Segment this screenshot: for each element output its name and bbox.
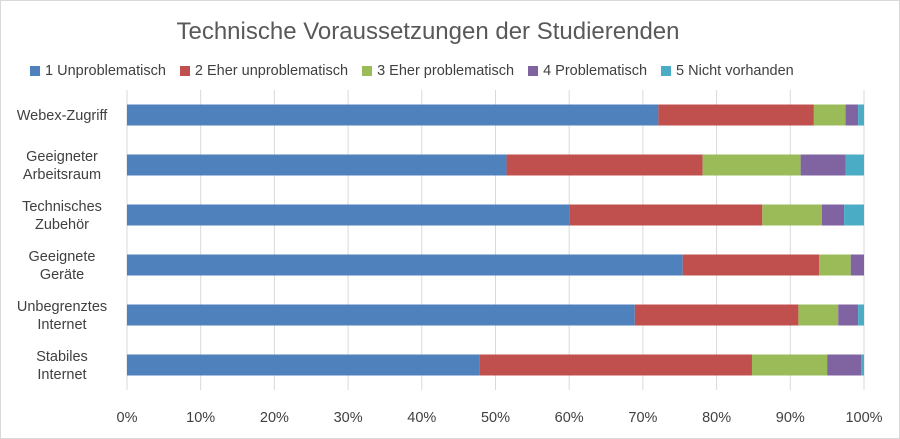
category-label-line: Geeignete (29, 249, 96, 265)
bar-segment (127, 104, 659, 126)
category-label-line: Technisches (22, 199, 102, 215)
legend-label: 4 Problematisch (543, 63, 648, 79)
x-tick-label: 0% (117, 410, 138, 426)
bar-segment (798, 304, 839, 326)
category-label-line: Geräte (40, 267, 84, 283)
category-label: Stabiles Internet (36, 349, 88, 383)
bar-segment (751, 354, 828, 376)
legend-swatch (528, 66, 539, 76)
category-label-line: Webex-Zugriff (17, 108, 108, 124)
x-tick-label: 70% (628, 410, 657, 426)
x-tick-label: 80% (702, 410, 731, 426)
legend-label: 2 Eher unproblematisch (194, 63, 349, 79)
category-label: Unbegrenztes Internet (17, 299, 107, 333)
category-label: Technisches Zubehör (22, 199, 102, 233)
x-tick-label: 90% (776, 410, 805, 426)
legend-item: 4 Problematisch (528, 63, 647, 79)
bar-segment (127, 304, 635, 326)
bar-segment (658, 104, 814, 126)
category-label-line: Stabiles (36, 349, 88, 365)
legend-swatch (661, 66, 672, 76)
legend-label: 5 Nicht vorhanden (676, 63, 794, 79)
legend-swatch (179, 66, 190, 76)
legend-label: 3 Eher problematisch (377, 63, 515, 79)
bar-segment (702, 154, 801, 176)
bar-segment (127, 254, 683, 276)
x-tick-label: 40% (407, 410, 436, 426)
x-tick-label: 30% (334, 410, 363, 426)
x-tick-label: 60% (555, 410, 584, 426)
legend-item: 2 Eher unproblematisch (179, 63, 349, 79)
legend-swatch (30, 66, 40, 76)
category-label-line: Arbeitsraum (23, 167, 101, 183)
x-tick-label: 20% (260, 410, 289, 426)
category-label: Geeigneter Arbeitsraum (23, 149, 101, 183)
bar-segment (800, 154, 846, 176)
legend-swatch (362, 66, 373, 76)
bar-segment (762, 204, 822, 226)
x-tick-label: 50% (481, 410, 510, 426)
bar-segment (827, 354, 862, 376)
category-label-line: Internet (37, 367, 86, 383)
category-label-line: Unbegrenztes (17, 299, 107, 315)
chart-title: Technische Voraussetzungen der Studieren… (176, 18, 680, 45)
category-label-line: Internet (37, 317, 86, 333)
bar-segment (821, 204, 845, 226)
bar-segment (858, 104, 864, 126)
category-label: Webex-Zugriff (17, 108, 108, 124)
bar-segment (845, 104, 859, 126)
bar-segment (479, 354, 752, 376)
bar-segment (858, 304, 864, 326)
bar-segment (127, 154, 507, 176)
x-tick-label: 10% (186, 410, 215, 426)
bar-segment (844, 204, 864, 226)
bar-segment (127, 204, 570, 226)
bar-segment (845, 154, 864, 176)
bar-segment (819, 254, 851, 276)
category-label: Geeignete Geräte (29, 249, 96, 283)
legend-item: 1 Unproblematisch (30, 63, 166, 79)
bar-segment (682, 254, 820, 276)
x-tick-label: 100% (845, 410, 882, 426)
bar-segment (506, 154, 703, 176)
category-label-line: Zubehör (35, 217, 89, 233)
bar-segment (569, 204, 763, 226)
legend-item: 5 Nicht vorhanden (661, 63, 794, 79)
bar-segment (813, 104, 846, 126)
bar-segment (850, 254, 864, 276)
bar-segment (634, 304, 799, 326)
bar-segment (127, 354, 480, 376)
legend-label: 1 Unproblematisch (45, 63, 166, 79)
bar-segment (861, 354, 864, 376)
chart-legend: 1 Unproblematisch 2 Eher unproblematisch 3… (30, 62, 794, 80)
category-label-line: Geeigneter (26, 149, 98, 165)
legend-item: 3 Eher problematisch (362, 63, 514, 79)
bar-segment (838, 304, 859, 326)
